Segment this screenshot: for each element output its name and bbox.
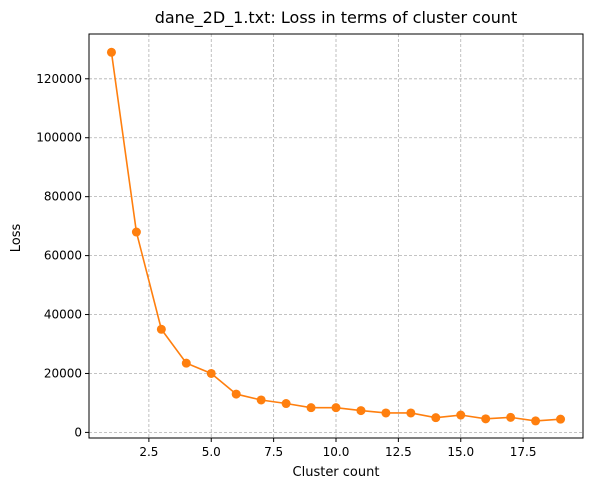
data-point xyxy=(531,416,541,426)
data-point xyxy=(231,389,241,399)
y-tick-label: 40000 xyxy=(44,308,82,322)
data-point xyxy=(281,399,291,409)
data-point xyxy=(206,368,216,378)
x-axis-label: Cluster count xyxy=(293,465,380,480)
x-tick-label: 12.5 xyxy=(385,445,412,459)
data-point xyxy=(306,403,316,413)
x-tick-label: 15.0 xyxy=(447,445,474,459)
x-tick-label: 2.5 xyxy=(139,445,158,459)
data-point xyxy=(356,406,366,416)
x-axis-ticks: 2.5 5.0 7.5 10.0 12.5 15.0 17.5 xyxy=(139,438,536,459)
chart-title: dane_2D_1.txt: Loss in terms of cluster … xyxy=(155,8,518,28)
data-point xyxy=(331,403,341,413)
x-tick-label: 5.0 xyxy=(202,445,221,459)
data-point xyxy=(431,413,441,423)
y-axis-ticks: 0 20000 40000 60000 80000 100000 120000 xyxy=(36,72,89,439)
data-point xyxy=(181,358,191,368)
data-point xyxy=(106,47,116,57)
y-tick-label: 120000 xyxy=(36,72,82,86)
series-layer xyxy=(106,47,566,426)
y-axis-label: Loss xyxy=(9,224,24,253)
data-point xyxy=(256,395,266,405)
data-point xyxy=(506,412,516,422)
data-point xyxy=(406,408,416,418)
grid xyxy=(89,34,583,438)
y-tick-label: 80000 xyxy=(44,190,82,204)
y-tick-label: 60000 xyxy=(44,249,82,263)
x-tick-label: 7.5 xyxy=(264,445,283,459)
data-point xyxy=(456,410,466,420)
data-point xyxy=(131,227,141,237)
y-tick-label: 20000 xyxy=(44,366,82,380)
data-point xyxy=(556,414,566,424)
data-point xyxy=(381,408,391,418)
data-point xyxy=(156,324,166,334)
y-tick-label: 0 xyxy=(74,425,82,439)
x-tick-label: 10.0 xyxy=(323,445,350,459)
x-tick-label: 17.5 xyxy=(510,445,537,459)
data-point xyxy=(481,414,491,424)
y-tick-label: 100000 xyxy=(36,131,82,145)
